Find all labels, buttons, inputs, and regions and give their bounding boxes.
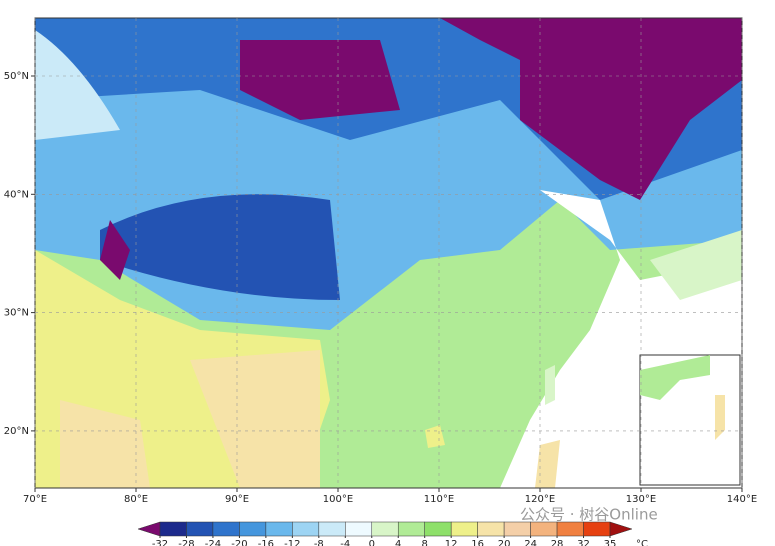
colorbar-segment	[583, 521, 611, 537]
y-tick-label: 40°N	[4, 189, 29, 200]
colorbar-label: -32	[152, 539, 168, 546]
colorbar-label: -8	[314, 539, 324, 546]
colorbar-label: 32	[577, 539, 590, 546]
colorbar-label: -20	[231, 539, 247, 546]
colorbar-label: -24	[205, 539, 221, 546]
colorbar-label: -28	[178, 539, 194, 546]
y-tick-label: 30°N	[4, 308, 29, 319]
colorbar-label: 20	[498, 539, 511, 546]
colorbar-end	[137, 521, 161, 537]
colorbar-label: 35	[604, 539, 617, 546]
y-tick-label: 50°N	[4, 71, 29, 82]
colorbar-unit: °C	[636, 539, 648, 546]
colorbar-label: 28	[551, 539, 564, 546]
x-tick-label: 110°E	[424, 494, 454, 505]
map-frame	[34, 17, 743, 489]
x-tick-label: 90°E	[225, 494, 249, 505]
x-tick-label: 120°E	[525, 494, 555, 505]
colorbar-label: 16	[471, 539, 484, 546]
colorbar-label: 24	[524, 539, 537, 546]
colorbar-segment	[530, 521, 558, 537]
watermark: 公众号 · 树谷Online	[520, 506, 658, 524]
x-tick-label: 140°E	[727, 494, 757, 505]
colorbar-label: 0	[369, 539, 375, 546]
colorbar-label: -4	[340, 539, 350, 546]
map-field	[35, 18, 742, 488]
x-tick-label: 100°E	[323, 494, 353, 505]
colorbar-segment	[450, 521, 478, 537]
colorbar-label: 8	[422, 539, 428, 546]
colorbar-segment	[265, 521, 293, 537]
x-tick-label: 70°E	[23, 494, 47, 505]
colorbar-label: 12	[445, 539, 458, 546]
colorbar-segment	[159, 521, 187, 537]
colorbar-segment	[477, 521, 505, 537]
colorbar-segment	[556, 521, 584, 537]
colorbar-segment	[292, 521, 320, 537]
colorbar-segment	[424, 521, 452, 537]
colorbar-segment	[371, 521, 399, 537]
colorbar-segment	[212, 521, 240, 537]
colorbar-segment	[318, 521, 346, 537]
colorbar-segment	[397, 521, 425, 537]
colorbar-label: -16	[258, 539, 274, 546]
colorbar-end	[609, 521, 633, 537]
y-tick-label: 20°N	[4, 426, 29, 437]
colorbar-segment	[186, 521, 214, 537]
colorbar-label: 4	[395, 539, 401, 546]
colorbar-segment	[345, 521, 373, 537]
colorbar-label: -12	[284, 539, 300, 546]
x-tick-label: 80°E	[124, 494, 148, 505]
colorbar-segment	[239, 521, 267, 537]
colorbar-segment	[503, 521, 531, 537]
x-tick-label: 130°E	[626, 494, 656, 505]
